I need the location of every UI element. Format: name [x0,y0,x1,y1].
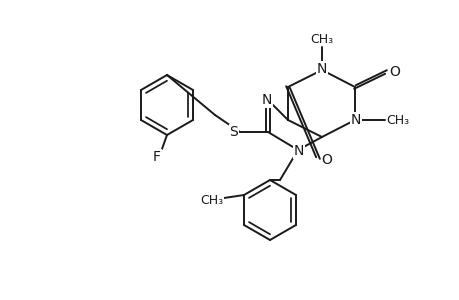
Text: N: N [261,93,272,107]
Text: CH₃: CH₃ [310,32,333,46]
Text: N: N [316,62,326,76]
Text: O: O [389,65,400,79]
Text: N: N [293,144,303,158]
Text: S: S [229,125,238,139]
Text: CH₃: CH₃ [200,194,223,208]
Text: CH₃: CH₃ [386,113,409,127]
Text: O: O [321,153,332,167]
Text: F: F [153,150,161,164]
Text: N: N [350,113,360,127]
